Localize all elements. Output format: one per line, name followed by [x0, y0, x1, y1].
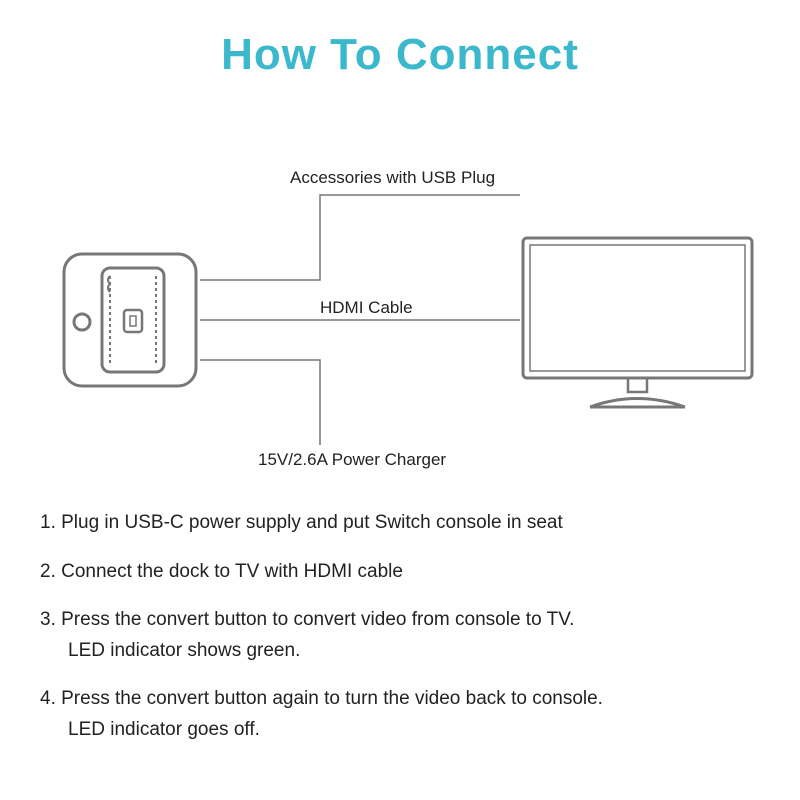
- page-title: How To Connect: [0, 0, 800, 80]
- connection-diagram: Accessories with USB Plug HDMI Cable 15V…: [0, 80, 800, 500]
- label-power: 15V/2.6A Power Charger: [258, 450, 446, 470]
- step-3b: LED indicator shows green.: [40, 638, 760, 665]
- label-usb: Accessories with USB Plug: [290, 168, 495, 188]
- step-2: 2. Connect the dock to TV with HDMI cabl…: [40, 559, 760, 586]
- label-hdmi: HDMI Cable: [320, 298, 413, 318]
- step-4: 4. Press the convert button again to tur…: [40, 686, 760, 713]
- step-1: 1. Plug in USB-C power supply and put Sw…: [40, 510, 760, 537]
- step-3: 3. Press the convert button to convert v…: [40, 607, 760, 634]
- instruction-list: 1. Plug in USB-C power supply and put Sw…: [0, 500, 800, 744]
- step-4b: LED indicator goes off.: [40, 717, 760, 744]
- connection-lines: [0, 80, 800, 500]
